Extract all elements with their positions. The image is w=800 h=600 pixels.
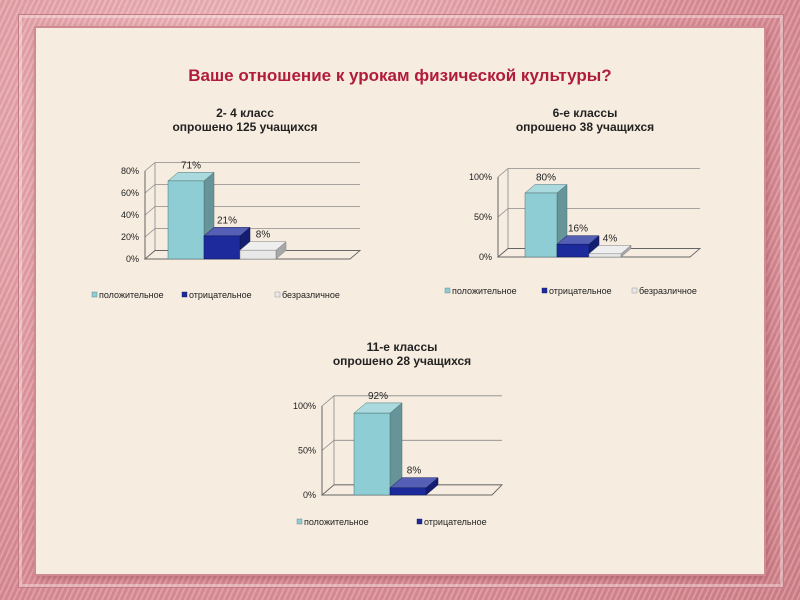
legend-positive-swatch [91, 291, 98, 298]
legend-positive-label: положительное [452, 286, 517, 296]
bar-chart-svg: 0% 20% 40% 60% 80% 71% 21% 8% положительное отриц… [91, 160, 362, 300]
chart-title-line: 2- 4 класс [216, 106, 274, 120]
chart-title: 11-е классы опрошено 28 учащихся [272, 340, 532, 368]
gridline-depth [144, 206, 156, 216]
data-label: 8% [407, 466, 422, 477]
chart-grades-6: 6-е классы опрошено 38 учащихся 0% 50% 100… [440, 104, 730, 304]
y-tick-label: 50% [474, 212, 492, 222]
chart-subtitle: опрошено 28 учащихся [332, 354, 472, 368]
chart-title: 6-е классы опрошено 38 учащихся [440, 106, 730, 134]
legend-positive-swatch [296, 518, 303, 525]
legend-negative-label: отрицательное [424, 517, 487, 527]
legend-positive-swatch [444, 287, 451, 294]
legend-neutral-label: безразличное [282, 290, 340, 300]
y-tick-label: 100% [469, 172, 492, 182]
legend-positive-label: положительное [304, 517, 369, 527]
y-tick-label: 100% [293, 401, 316, 411]
bar-negative [389, 487, 427, 496]
bar-positive [524, 192, 558, 258]
bar-positive [167, 180, 205, 260]
y-tick-label: 20% [121, 232, 139, 242]
data-label: 71% [181, 160, 201, 171]
legend-neutral-swatch [631, 287, 638, 294]
chart-subtitle: опрошено 38 учащихся [515, 120, 655, 134]
bar-chart-svg: 0% 50% 100% 80% 16% 4% положительное отрицатель… [444, 168, 702, 296]
legend-negative-swatch [416, 518, 423, 525]
bar-chart-svg: 0% 50% 100% 92% 8% положительное отрицательное [293, 391, 504, 527]
floor [320, 484, 504, 496]
data-label: 80% [536, 173, 556, 184]
chart-title-line: 6-е классы [552, 106, 618, 120]
chart-grades-11: 11-е классы опрошено 28 учащихся 0% 50% 10… [272, 338, 532, 538]
floor [143, 250, 362, 260]
gridline-depth [321, 439, 335, 451]
gridline-depth [497, 168, 509, 178]
y-tick-label: 0% [303, 490, 316, 500]
chart-grades-2-4: 2- 4 класс опрошено 125 учащихся 0% 20% 40… [91, 104, 390, 304]
gridline-depth [144, 228, 156, 238]
bar-negative [556, 243, 590, 258]
legend-positive-label: положительное [99, 290, 164, 300]
legend-neutral-label: безразличное [639, 286, 697, 296]
y-tick-label: 60% [121, 188, 139, 198]
slide-frame [18, 14, 784, 588]
bar-neutral [239, 249, 277, 260]
legend-negative-swatch [541, 287, 548, 294]
y-tick-label: 50% [298, 446, 316, 456]
legend-neutral-swatch [274, 291, 281, 298]
data-label: 92% [368, 391, 388, 402]
slide-title: Ваше отношение к урокам физической культ… [188, 66, 612, 85]
chart-title-line: 11-е классы [366, 340, 438, 354]
legend-negative-swatch [181, 291, 188, 298]
y-tick-label: 40% [121, 210, 139, 220]
gridline-depth [497, 208, 509, 218]
y-tick-label: 0% [479, 252, 492, 262]
legend-negative-label: отрицательное [189, 290, 252, 300]
data-label: 4% [603, 233, 618, 244]
y-tick-label: 0% [126, 254, 139, 264]
chart-title: 2- 4 класс опрошено 125 учащихся [100, 106, 390, 134]
data-label: 21% [217, 215, 237, 226]
gridline-depth [144, 162, 156, 172]
bar-neutral [588, 253, 622, 258]
bar-negative [203, 235, 241, 260]
bar-positive [353, 412, 391, 496]
data-label: 16% [568, 224, 588, 235]
legend-negative-label: отрицательное [549, 286, 612, 296]
gridline-depth [144, 184, 156, 194]
floor [496, 248, 702, 258]
chart-subtitle: опрошено 125 учащихся [172, 120, 318, 134]
data-label: 8% [256, 230, 271, 241]
gridline-depth [321, 395, 335, 407]
y-tick-label: 80% [121, 166, 139, 176]
